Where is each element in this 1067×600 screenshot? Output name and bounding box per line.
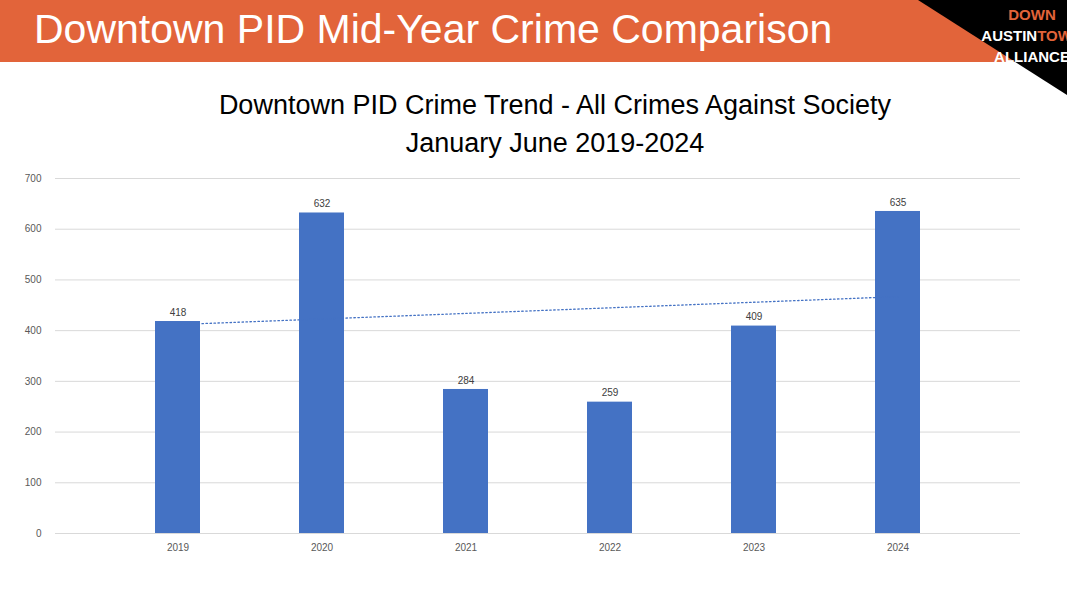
svg-text:409: 409 xyxy=(746,311,763,322)
svg-text:418: 418 xyxy=(170,307,187,318)
svg-text:2021: 2021 xyxy=(455,542,478,553)
svg-text:0: 0 xyxy=(36,528,42,539)
svg-text:200: 200 xyxy=(25,426,42,437)
svg-text:500: 500 xyxy=(25,274,42,285)
svg-text:600: 600 xyxy=(25,223,42,234)
svg-text:100: 100 xyxy=(25,477,42,488)
svg-text:2023: 2023 xyxy=(743,542,766,553)
svg-text:2020: 2020 xyxy=(311,542,334,553)
svg-text:700: 700 xyxy=(25,173,42,184)
svg-text:284: 284 xyxy=(458,375,475,386)
svg-text:259: 259 xyxy=(602,387,619,398)
svg-text:632: 632 xyxy=(314,198,331,209)
svg-text:AUSTINTOWN: AUSTINTOWN xyxy=(981,27,1067,44)
svg-text:300: 300 xyxy=(25,376,42,387)
svg-text:400: 400 xyxy=(25,325,42,336)
svg-text:2022: 2022 xyxy=(599,542,622,553)
html-text:Downtown PID Crime Trend - All: Downtown PID Crime Trend - All Crimes Ag… xyxy=(218,90,892,120)
svg-text:2024: 2024 xyxy=(887,542,910,553)
svg-text:635: 635 xyxy=(890,197,907,208)
html-text:January June 2019-2024: January June 2019-2024 xyxy=(405,128,705,158)
svg-text:ALLIANCE: ALLIANCE xyxy=(994,48,1067,65)
html-text:Downtown PID Mid-Year Crime Co: Downtown PID Mid-Year Crime Comparison xyxy=(34,6,833,52)
svg-text:DOWN: DOWN xyxy=(1008,6,1056,23)
svg-text:2019: 2019 xyxy=(167,542,190,553)
